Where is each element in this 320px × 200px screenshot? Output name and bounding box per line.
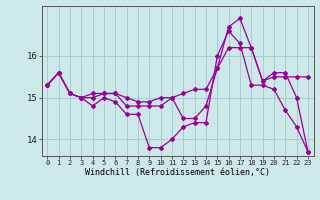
X-axis label: Windchill (Refroidissement éolien,°C): Windchill (Refroidissement éolien,°C) (85, 168, 270, 177)
